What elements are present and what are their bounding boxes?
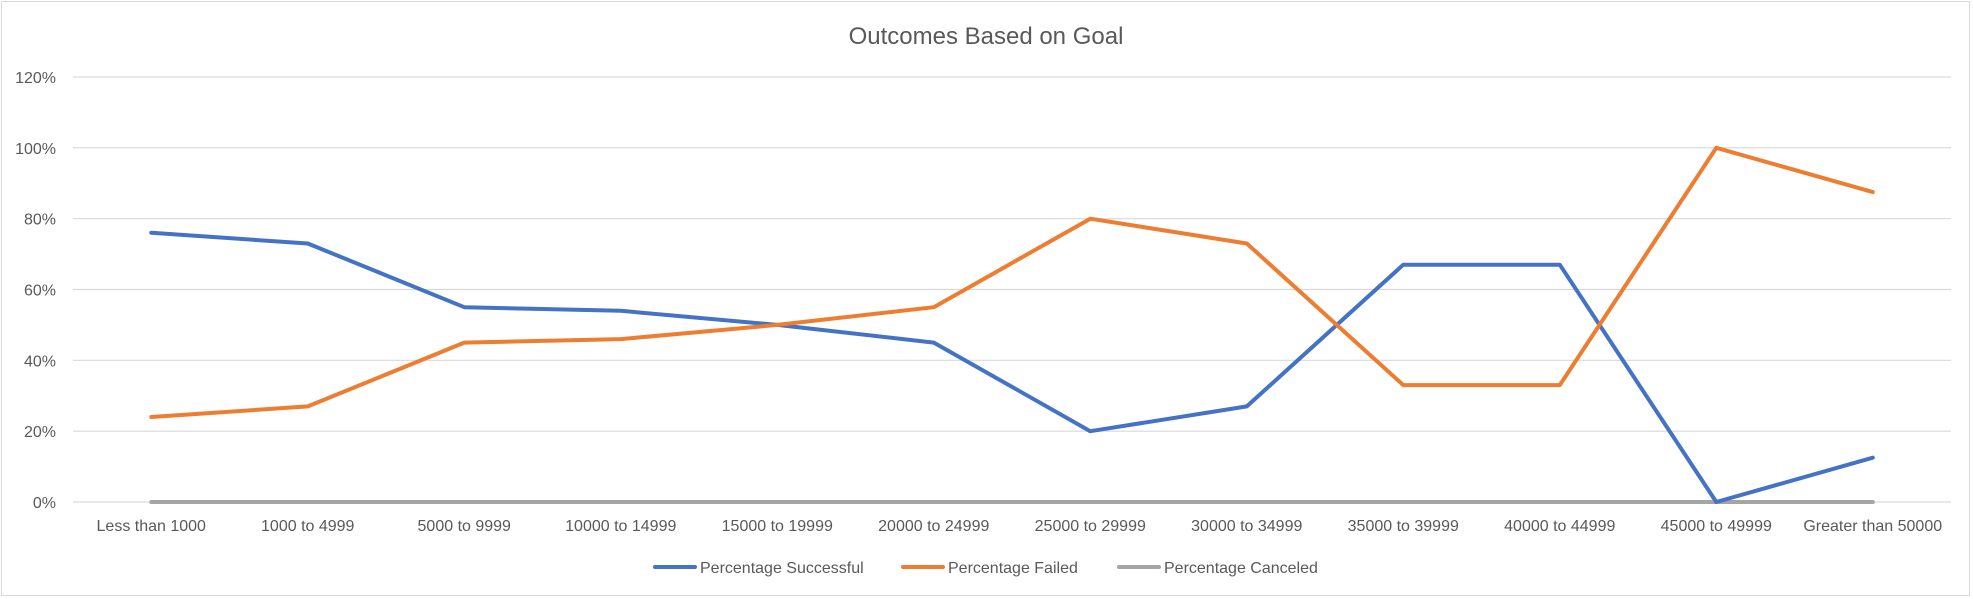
x-tick-label: 10000 to 14999 bbox=[565, 518, 676, 535]
x-tick-label: 15000 to 19999 bbox=[722, 518, 833, 535]
legend-item: Percentage Canceled bbox=[1117, 560, 1318, 577]
series-line-percentage-failed bbox=[149, 145, 1875, 419]
x-tick-label: 40000 to 44999 bbox=[1504, 518, 1615, 535]
gridlines bbox=[73, 76, 1951, 503]
x-tick-label: 25000 to 29999 bbox=[1035, 518, 1146, 535]
chart-title: Outcomes Based on Goal bbox=[849, 23, 1124, 50]
legend-label: Percentage Failed bbox=[948, 560, 1078, 577]
x-tick-label: 20000 to 24999 bbox=[878, 518, 989, 535]
x-tick-label: 1000 to 4999 bbox=[261, 518, 355, 535]
legend-label: Percentage Canceled bbox=[1164, 560, 1318, 577]
series-line-percentage-successful bbox=[149, 230, 1875, 504]
x-tick-label: 45000 to 49999 bbox=[1661, 518, 1772, 535]
y-tick-label: 0% bbox=[33, 495, 56, 512]
y-axis-ticks: 0% 20% 40% 60% 80% 100% 120% bbox=[15, 70, 56, 512]
y-tick-label: 100% bbox=[15, 141, 56, 158]
y-tick-label: 120% bbox=[15, 70, 56, 87]
x-tick-label: 5000 to 9999 bbox=[418, 518, 512, 535]
series-lines bbox=[149, 145, 1875, 504]
y-tick-label: 80% bbox=[24, 212, 56, 229]
legend: Percentage Successful Percentage Failed Pe… bbox=[653, 560, 1318, 577]
x-tick-label: 35000 to 39999 bbox=[1348, 518, 1459, 535]
legend-item: Percentage Successful bbox=[653, 560, 864, 577]
x-tick-label: 30000 to 34999 bbox=[1191, 518, 1302, 535]
y-tick-label: 40% bbox=[24, 353, 56, 370]
legend-label: Percentage Successful bbox=[700, 560, 864, 577]
y-tick-label: 20% bbox=[24, 424, 56, 441]
y-tick-label: 60% bbox=[24, 283, 56, 300]
x-tick-label: Greater than 50000 bbox=[1803, 518, 1942, 535]
legend-item: Percentage Failed bbox=[901, 560, 1078, 577]
x-axis-ticks: Less than 1000 1000 to 4999 5000 to 9999 10… bbox=[97, 518, 1943, 535]
x-tick-label: Less than 1000 bbox=[97, 518, 207, 535]
